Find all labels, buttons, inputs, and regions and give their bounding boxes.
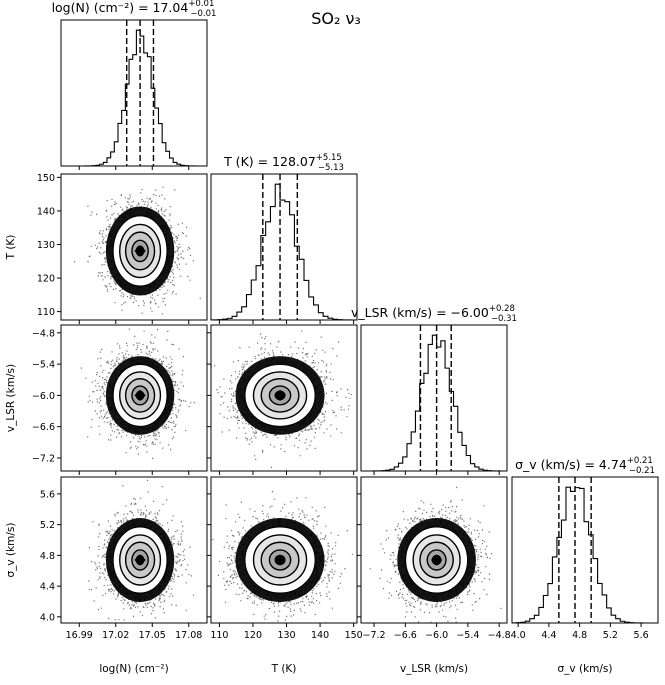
yaxis-label-vlsr: v_LSR (km/s) — [5, 364, 17, 432]
scatter-T-vs-vlsr — [211, 330, 352, 468]
ytick-label-sigma: 5.2 — [40, 520, 55, 531]
xaxis-label-sigma: σ_v (km/s) — [558, 663, 613, 675]
xtick-label-vlsr: −4.8 — [488, 630, 511, 641]
ytick-label-T: 120 — [37, 274, 55, 285]
xtick-label-logN: 16.99 — [66, 630, 93, 641]
xtick-label-sigma: 4.8 — [572, 630, 587, 641]
ytick-label-vlsr: −5.4 — [32, 360, 55, 371]
ytick-label-vlsr: −6.6 — [32, 422, 55, 433]
panel-frame-3-2 — [360, 476, 508, 624]
xtick-label-vlsr: −5.4 — [456, 630, 479, 641]
histogram-logN — [84, 20, 196, 166]
xtick-label-T: 150 — [345, 630, 363, 641]
panel-frame-3-1 — [210, 476, 358, 624]
xtick-label-T: 130 — [277, 630, 295, 641]
figure-title: SO₂ ν₃ — [311, 9, 361, 28]
ytick-label-sigma: 4.4 — [40, 582, 55, 593]
xtick-label-logN: 17.05 — [139, 630, 166, 641]
ytick-label-sigma: 4.0 — [40, 612, 55, 623]
scatter-logN-vs-T — [73, 186, 201, 315]
xtick-label-sigma: 4.0 — [511, 630, 526, 641]
panel-frame-1-0 — [60, 173, 208, 321]
xtick-label-T: 120 — [244, 630, 262, 641]
xtick-label-vlsr: −6.0 — [425, 630, 448, 641]
ytick-label-T: 150 — [37, 173, 55, 184]
xaxis-label-vlsr: v_LSR (km/s) — [400, 663, 468, 675]
histogram-vlsr — [372, 325, 501, 471]
scatter-logN-vs-vlsr — [80, 328, 195, 459]
param-title-T: T (K) = 128.07+5.15 −5.13 — [223, 153, 344, 173]
xtick-label-sigma: 4.4 — [541, 630, 556, 641]
yaxis-label-T: T (K) — [5, 235, 17, 261]
panel-frame-0-0 — [60, 19, 208, 167]
ytick-label-T: 140 — [37, 206, 55, 217]
panel-frame-2-2 — [360, 324, 508, 472]
xtick-label-logN: 17.08 — [175, 630, 202, 641]
xtick-label-logN: 17.02 — [102, 630, 129, 641]
histogram-T — [211, 174, 353, 320]
xtick-label-T: 110 — [210, 630, 228, 641]
ytick-label-sigma: 5.6 — [40, 489, 55, 500]
yaxis-label-sigma: σ_v (km/s) — [5, 523, 17, 578]
ytick-label-vlsr: −4.8 — [32, 328, 55, 339]
scatter-logN-vs-sigma — [88, 479, 195, 621]
param-title-logN: log(N) (cm⁻²) = 17.04+0.01 −0.01 — [52, 0, 217, 19]
xtick-label-vlsr: −7.2 — [362, 630, 385, 641]
scatter-T-vs-sigma — [212, 491, 353, 623]
xaxis-label-logN: log(N) (cm⁻²) — [99, 663, 168, 675]
xtick-label-T: 140 — [311, 630, 329, 641]
scatter-vlsr-vs-sigma — [369, 486, 502, 623]
panel-frame-3-0 — [60, 476, 208, 624]
panel-frame-1-1 — [210, 173, 358, 321]
ytick-label-vlsr: −6.0 — [32, 391, 55, 402]
param-title-sigma: σ_v (km/s) = 4.74+0.21 −0.21 — [515, 456, 655, 476]
histogram-sigma — [512, 477, 644, 623]
ytick-label-T: 130 — [37, 240, 55, 251]
panel-frame-2-1 — [210, 324, 358, 472]
xtick-label-vlsr: −6.6 — [394, 630, 417, 641]
param-title-vlsr: v_LSR (km/s) = −6.00+0.28 −0.31 — [351, 304, 517, 324]
xtick-label-sigma: 5.6 — [634, 630, 649, 641]
panel-frame-2-0 — [60, 324, 208, 472]
xaxis-label-T: T (K) — [271, 663, 297, 675]
ytick-label-vlsr: −7.2 — [32, 453, 55, 464]
ytick-label-sigma: 4.8 — [40, 551, 55, 562]
xtick-label-sigma: 5.2 — [603, 630, 618, 641]
panel-frame-3-3 — [511, 476, 659, 624]
ytick-label-T: 110 — [37, 307, 55, 318]
